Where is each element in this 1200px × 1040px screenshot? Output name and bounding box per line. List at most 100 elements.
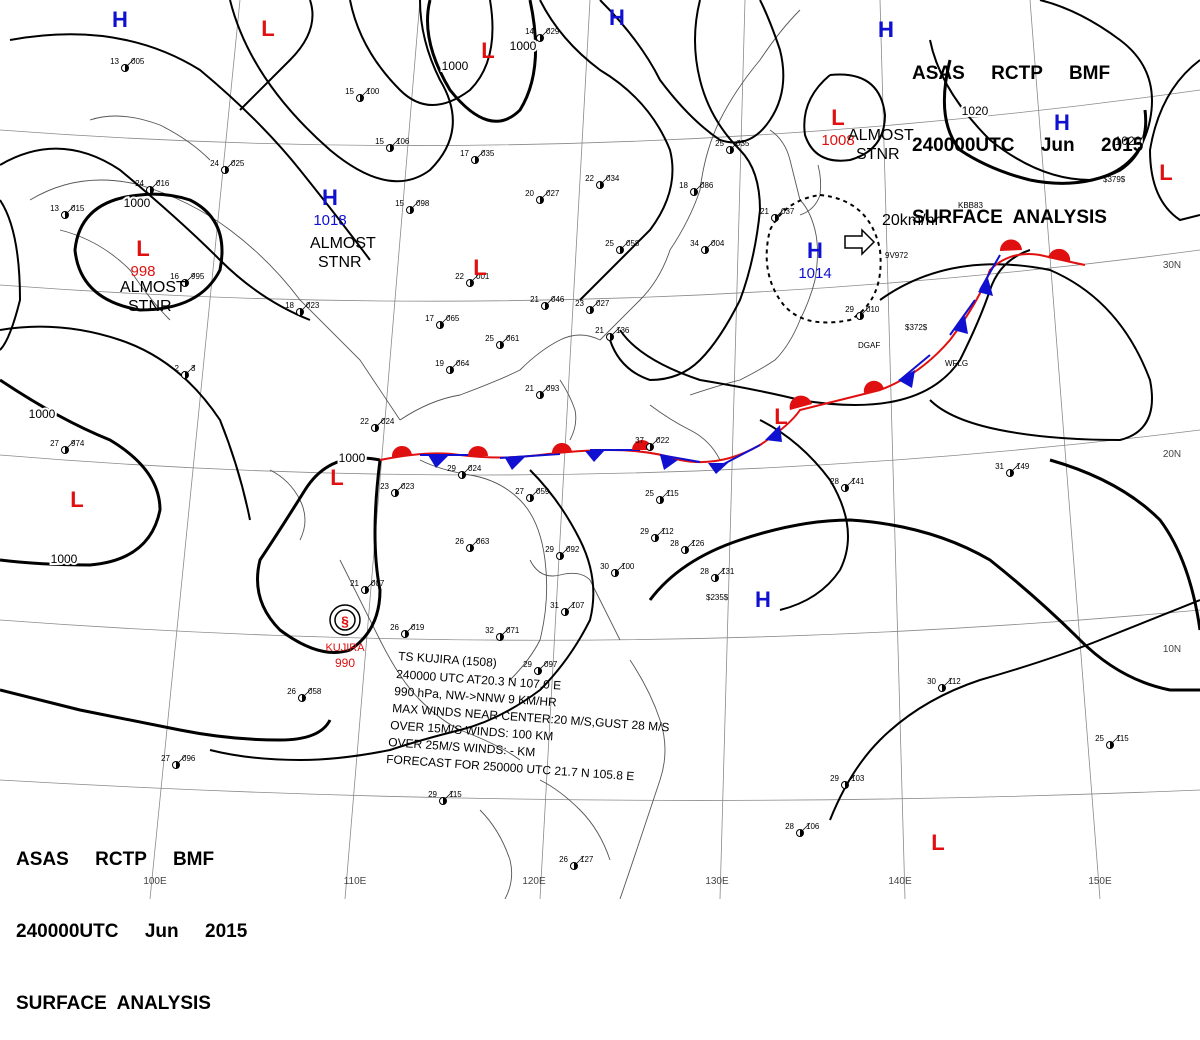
station-pressure: 115 — [666, 489, 679, 498]
wind-barb — [299, 301, 311, 313]
station-temperature: 29 — [545, 545, 554, 554]
cloud-cover-mark — [405, 630, 409, 638]
header-bottom-left: ASAS RCTP BMF 240000UTC Jun 2015 SURFACE… — [16, 800, 247, 1040]
station-plot: 24 016 — [135, 179, 170, 194]
wind-barb — [564, 601, 576, 613]
station-temperature: 21 — [530, 295, 539, 304]
station-pressure: 024 — [381, 417, 395, 426]
station-plot: 21 136 — [595, 326, 630, 341]
cloud-cover-mark — [225, 166, 229, 174]
isobar-value: 1020 — [1115, 134, 1142, 148]
station-temperature: 15 — [345, 87, 354, 96]
station-pressure: 058 — [308, 687, 322, 696]
station-temperature: 26 — [390, 623, 399, 632]
cloud-cover-mark — [410, 206, 414, 214]
station-pressure: 010 — [866, 305, 880, 314]
station-pressure: 035 — [481, 149, 495, 158]
station-pressure: 115 — [1116, 734, 1129, 743]
station-pressure: 023 — [306, 301, 320, 310]
almost-stnr-label: STNR — [856, 146, 900, 163]
wind-barb — [537, 660, 549, 672]
station-temperature: 14 — [525, 27, 534, 36]
station-pressure: 126 — [691, 539, 705, 548]
isobar-value: 1020 — [962, 104, 989, 118]
station-temperature: 28 — [785, 822, 794, 831]
station-temperature: 29 — [447, 464, 456, 473]
low-pressure-center: L — [261, 16, 274, 41]
low-pressure-center: L — [831, 105, 844, 130]
station-pressure: 092 — [566, 545, 580, 554]
header-top-right: ASAS RCTP BMF 240000UTC Jun 2015 SURFACE… — [912, 14, 1143, 254]
station-plot: 14 029 — [525, 27, 560, 42]
wind-barb — [684, 539, 696, 551]
station-temperature: 34 — [690, 239, 699, 248]
station-pressure: 015 — [71, 204, 85, 213]
ship-id: $235$ — [706, 593, 729, 602]
low-pressure-center: L — [931, 830, 944, 855]
wind-barb — [799, 822, 811, 834]
typhoon-pressure: 990 — [335, 656, 355, 670]
station-pressure: 022 — [656, 436, 670, 445]
station-temperature: 24 — [210, 159, 219, 168]
station-plot: 15 098 — [395, 199, 430, 214]
station-temperature: 21 — [595, 326, 604, 335]
station-pressure: 046 — [551, 295, 565, 304]
wind-barb — [469, 537, 481, 549]
station-temperature: 18 — [679, 181, 688, 190]
cloud-cover-mark — [565, 608, 569, 616]
station-plot: 31 149 — [995, 462, 1030, 477]
station-pressure: 065 — [446, 314, 460, 323]
wind-barb — [64, 204, 76, 216]
station-pressure: 106 — [396, 137, 410, 146]
station-plot: 29 103 — [830, 774, 865, 789]
cloud-cover-mark — [775, 214, 779, 222]
wind-barb — [469, 272, 481, 284]
wind-barb — [609, 326, 621, 338]
cloud-cover-mark — [462, 471, 466, 479]
station-plots: 13 005 14 029 15 100 15 106 17 035 24 016 24 025 13 015… — [50, 27, 1129, 870]
station-plot: 28 141 — [830, 477, 865, 492]
wind-barb — [844, 774, 856, 786]
station-pressure: 100 — [366, 87, 380, 96]
cloud-cover-mark — [590, 306, 594, 314]
station-pressure: 004 — [711, 239, 725, 248]
almost-stnr-label: ALMOST — [120, 279, 186, 296]
station-pressure: 029 — [546, 27, 560, 36]
isobars-thick — [0, 0, 1200, 742]
ship-id: $379$ — [1103, 175, 1126, 184]
cloud-cover-mark — [694, 188, 698, 196]
station-pressure: 019 — [411, 623, 425, 632]
isobar-value: 1000 — [29, 407, 56, 421]
station-pressure: 035 — [736, 139, 750, 148]
ship-id: 9V972 — [885, 251, 909, 260]
station-plot: 21 007 — [350, 579, 385, 594]
wind-barb — [184, 364, 196, 376]
station-pressure: 024 — [468, 464, 482, 473]
cloud-cover-mark — [715, 574, 719, 582]
cloud-cover-mark — [545, 302, 549, 310]
station-pressure: 141 — [851, 477, 865, 486]
wind-barb — [359, 87, 371, 99]
station-temperature: 27 — [161, 754, 170, 763]
wind-barb — [394, 482, 406, 494]
wind-barb — [619, 239, 631, 251]
cloud-cover-mark — [300, 308, 304, 316]
wind-barb — [64, 439, 76, 451]
wind-barb — [374, 417, 386, 429]
station-pressure: 023 — [401, 482, 415, 491]
station-plot: 26 063 — [455, 537, 490, 552]
wind-barb — [389, 137, 401, 149]
wind-barb — [693, 181, 705, 193]
cloud-cover-mark — [540, 196, 544, 204]
wind-barb — [844, 477, 856, 489]
station-plot: 13 015 — [50, 204, 85, 219]
station-temperature: 29 — [845, 305, 854, 314]
low-pressure-center: L — [330, 465, 343, 490]
cloud-cover-mark — [615, 569, 619, 577]
almost-stnr-label: ALMOST — [310, 235, 376, 252]
station-temperature: 25 — [715, 139, 724, 148]
longitude-label: 100E — [143, 876, 167, 887]
station-plot: 31 107 — [550, 601, 585, 616]
